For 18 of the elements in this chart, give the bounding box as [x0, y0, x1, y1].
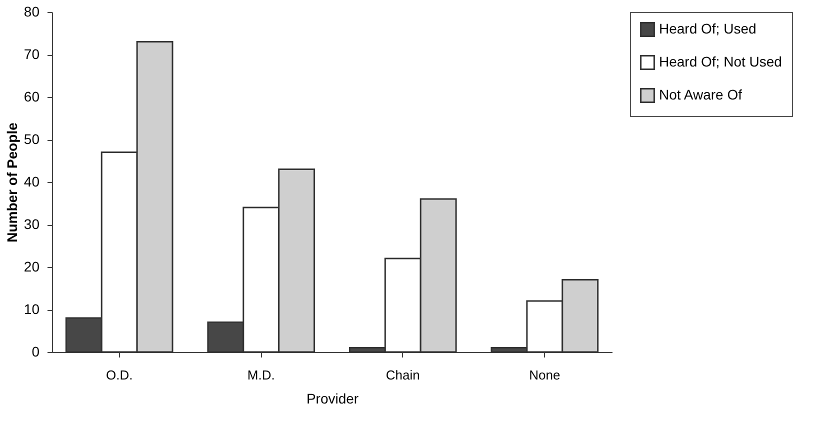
legend-label: Heard Of; Used [659, 20, 756, 36]
legend-label: Not Aware Of [659, 86, 742, 102]
y-axis-title: Number of People [4, 122, 20, 242]
x-tick-label: O.D. [106, 368, 133, 382]
x-axis-title: Provider [306, 390, 359, 406]
legend-label: Heard Of; Not Used [659, 54, 782, 70]
x-tick-label: M.D. [247, 368, 275, 382]
y-tick-label: 50 [24, 131, 40, 147]
y-tick-label: 30 [24, 216, 40, 232]
y-tick-label: 70 [24, 46, 40, 62]
y-tick-label: 20 [24, 258, 40, 274]
x-tick-label: Chain [386, 368, 420, 382]
y-tick-label: 10 [24, 301, 40, 317]
y-tick-label: 0 [32, 344, 40, 360]
x-tick-label: None [529, 368, 560, 382]
y-tick-label: 60 [24, 88, 40, 104]
y-tick-label: 40 [24, 174, 40, 190]
y-tick-label: 80 [24, 4, 40, 20]
